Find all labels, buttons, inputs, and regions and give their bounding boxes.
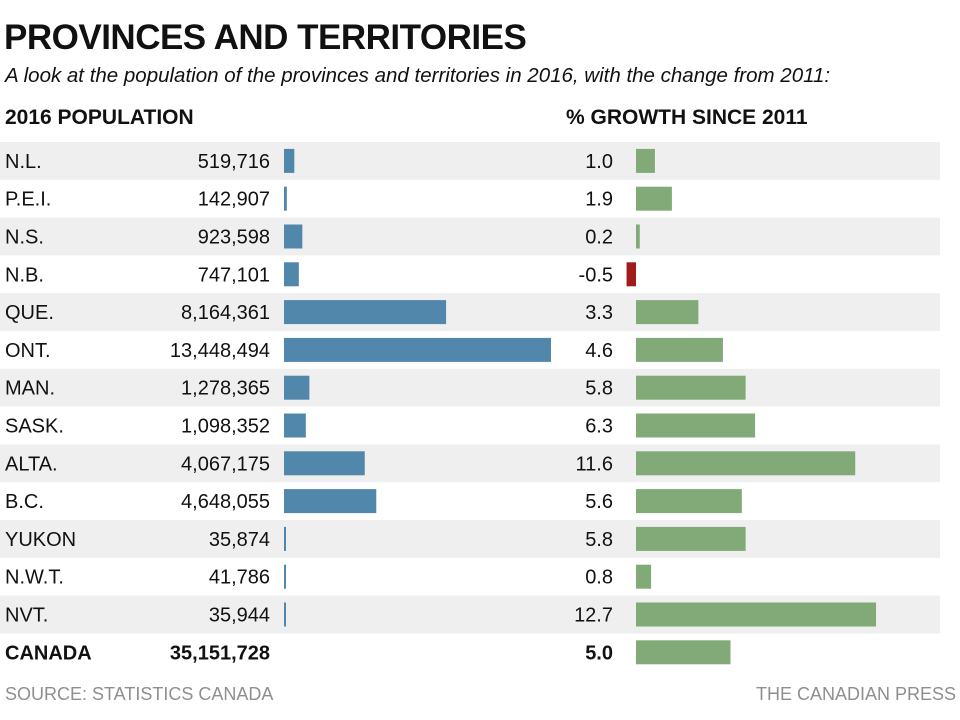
total-label: CANADA <box>5 642 92 664</box>
population-bar <box>284 526 286 551</box>
growth-value: 6.3 <box>585 416 613 438</box>
growth-bar <box>636 186 672 211</box>
population-value: 1,098,352 <box>181 416 270 438</box>
population-value: 747,101 <box>198 264 270 286</box>
region-label: SASK. <box>5 416 64 438</box>
region-label: N.W.T. <box>5 567 64 589</box>
population-bar <box>284 262 299 287</box>
credit-line: THE CANADIAN PRESS <box>755 684 956 704</box>
growth-bar <box>636 375 746 400</box>
population-value: 35,944 <box>209 605 270 627</box>
growth-value: 1.0 <box>585 151 613 173</box>
population-value: 13,448,494 <box>170 340 270 362</box>
region-label: ALTA. <box>5 453 58 475</box>
population-bar <box>284 489 377 514</box>
population-bar <box>284 564 286 589</box>
population-value: 519,716 <box>198 151 270 173</box>
population-bar <box>284 300 447 325</box>
growth-value: 0.2 <box>585 227 613 249</box>
population-bar <box>284 413 306 438</box>
total-growth-value: 5.0 <box>585 642 613 664</box>
population-value: 35,874 <box>209 529 270 551</box>
population-bar <box>284 451 365 476</box>
row-band <box>0 293 940 331</box>
region-label: B.C. <box>5 491 44 513</box>
growth-value: 4.6 <box>585 340 613 362</box>
growth-bar <box>636 413 756 438</box>
growth-bar <box>636 564 652 589</box>
population-bar <box>284 602 286 627</box>
source-note: SOURCE: STATISTICS CANADA <box>5 684 274 704</box>
region-label: NVT. <box>5 605 48 627</box>
row-band <box>0 520 940 558</box>
region-label: N.B. <box>5 264 44 286</box>
population-column-header: 2016 POPULATION <box>5 106 194 129</box>
chart-subtitle: A look at the population of the province… <box>5 64 831 87</box>
growth-bar <box>636 602 877 627</box>
growth-value: 5.8 <box>585 378 613 400</box>
growth-value: 0.8 <box>585 567 613 589</box>
region-label: YUKON <box>5 529 76 551</box>
region-label: N.S. <box>5 227 44 249</box>
population-value: 1,278,365 <box>181 378 270 400</box>
growth-value: 5.8 <box>585 529 613 551</box>
total-growth-bar <box>636 640 731 665</box>
region-label: QUE. <box>5 302 54 324</box>
population-value: 8,164,361 <box>181 302 270 324</box>
region-label: P.E.I. <box>5 189 51 211</box>
row-band <box>0 217 940 256</box>
population-value: 4,648,055 <box>181 491 270 513</box>
growth-value: 3.3 <box>585 302 613 324</box>
region-label: MAN. <box>5 378 55 400</box>
row-band <box>0 368 940 407</box>
row-band <box>0 142 940 180</box>
population-growth-chart: N.L. 519,716 1.0 P.E.I. 142,907 1.9 N.S. 923,59… <box>0 142 940 665</box>
growth-bar-negative <box>626 262 636 287</box>
total-population-value: 35,151,728 <box>170 642 270 664</box>
growth-column-header: % GROWTH SINCE 2011 <box>566 106 808 129</box>
region-label: ONT. <box>5 340 51 362</box>
region-label: N.L. <box>5 151 42 173</box>
growth-bar <box>636 337 723 362</box>
population-bar <box>284 186 287 211</box>
population-bar <box>284 148 295 173</box>
population-value: 4,067,175 <box>181 453 270 475</box>
population-value: 142,907 <box>198 189 270 211</box>
growth-bar <box>636 148 655 173</box>
growth-value: 12.7 <box>574 605 613 627</box>
growth-bar <box>636 451 856 476</box>
growth-bar <box>636 300 699 325</box>
population-value: 41,786 <box>209 567 270 589</box>
growth-bar <box>636 224 640 249</box>
growth-value: 11.6 <box>576 453 613 475</box>
population-bar <box>284 375 310 400</box>
chart-title: PROVINCES AND TERRITORIES <box>4 18 527 57</box>
growth-bar <box>636 526 746 551</box>
growth-value: 1.9 <box>585 189 613 211</box>
population-value: 923,598 <box>198 227 270 249</box>
growth-value: 5.6 <box>585 491 613 513</box>
population-bar <box>284 224 303 249</box>
population-bar <box>284 337 551 362</box>
growth-bar <box>636 489 742 514</box>
growth-value: -0.5 <box>579 264 613 286</box>
